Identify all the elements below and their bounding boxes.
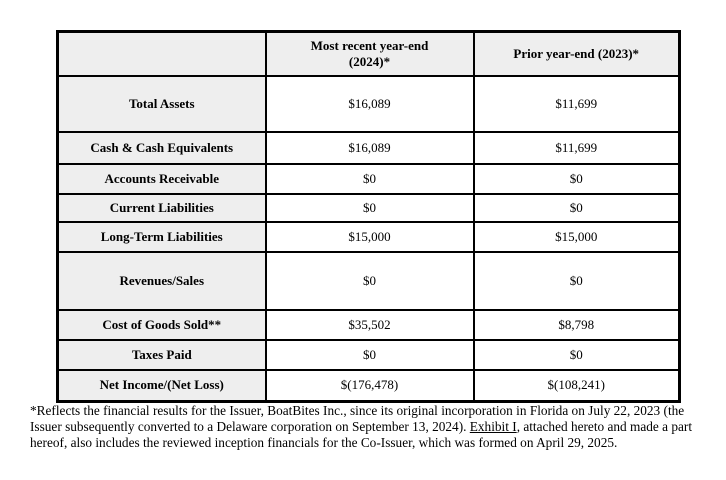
value-2024: $(176,478): [264, 368, 475, 403]
footnote-text-after: , attached hereto and made a part hereof…: [30, 419, 693, 451]
value-2023: $(108,241): [472, 368, 681, 403]
value-2023: $0: [472, 338, 681, 371]
row-label: Revenues/Sales: [56, 250, 267, 311]
exhibit-i-reference: Exhibit I: [469, 419, 517, 435]
financial-summary-table: Most recent year-end (2024)* Prior year-…: [56, 30, 681, 403]
value-2023: $0: [472, 250, 681, 311]
value-2023: $11,699: [472, 130, 681, 165]
row-label: Total Assets: [56, 74, 267, 133]
table-header-row: Most recent year-end (2024)* Prior year-…: [56, 30, 681, 77]
value-2024: $16,089: [264, 74, 475, 133]
row-label: Accounts Receivable: [56, 162, 267, 195]
value-2024: $35,502: [264, 308, 475, 341]
value-2024: $0: [264, 338, 475, 371]
table-row-net-income: Net Income/(Net Loss) $(176,478) $(108,2…: [56, 368, 681, 403]
value-2023: $8,798: [472, 308, 681, 341]
row-label: Current Liabilities: [56, 192, 267, 223]
value-2023: $15,000: [472, 220, 681, 253]
table-row-long-term-liabilities: Long-Term Liabilities $15,000 $15,000: [56, 220, 681, 253]
header-most-recent-year-end: Most recent year-end (2024)*: [264, 30, 475, 77]
value-2024: $15,000: [264, 220, 475, 253]
value-2024: $0: [264, 192, 475, 223]
footnote: *Reflects the financial results for the …: [30, 403, 708, 452]
header-empty-cell: [56, 30, 267, 77]
value-2024: $0: [264, 162, 475, 195]
table-row-cash-equivalents: Cash & Cash Equivalents $16,089 $11,699: [56, 130, 681, 165]
value-2023: $11,699: [472, 74, 681, 133]
row-label: Net Income/(Net Loss): [56, 368, 267, 403]
table-row-revenues-sales: Revenues/Sales $0 $0: [56, 250, 681, 311]
table-row-current-liabilities: Current Liabilities $0 $0: [56, 192, 681, 223]
table-row-cost-of-goods-sold: Cost of Goods Sold** $35,502 $8,798: [56, 308, 681, 341]
header-prior-year-end: Prior year-end (2023)*: [472, 30, 681, 77]
row-label: Long-Term Liabilities: [56, 220, 267, 253]
table-row-accounts-receivable: Accounts Receivable $0 $0: [56, 162, 681, 195]
value-2024: $16,089: [264, 130, 475, 165]
value-2023: $0: [472, 192, 681, 223]
table-row-taxes-paid: Taxes Paid $0 $0: [56, 338, 681, 371]
value-2023: $0: [472, 162, 681, 195]
table-row-total-assets: Total Assets $16,089 $11,699: [56, 74, 681, 133]
row-label: Taxes Paid: [56, 338, 267, 371]
footnote-text-before: *Reflects the financial results for the …: [30, 403, 685, 435]
row-label: Cash & Cash Equivalents: [56, 130, 267, 165]
row-label: Cost of Goods Sold**: [56, 308, 267, 341]
value-2024: $0: [264, 250, 475, 311]
